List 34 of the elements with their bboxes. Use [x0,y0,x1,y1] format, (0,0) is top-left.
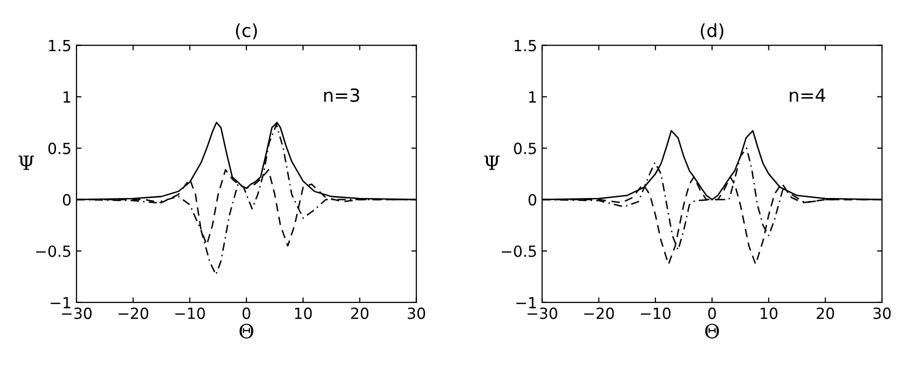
x-tick-label: −10 [175,308,205,320]
y-tick-label: 1.5 [49,40,70,52]
x-tick-label: 20 [816,308,834,320]
x-tick-label: −20 [584,308,614,320]
y-tick-label: 1 [529,91,536,103]
x-tick-label: −10 [640,308,671,320]
x-tick-label: 30 [873,308,891,320]
y-tick-label: −0.5 [36,245,70,258]
y-tick-label: 1.5 [514,40,536,52]
x-tick-label: 30 [408,308,426,320]
y-tick-label: 0 [62,194,71,206]
x-tick-label: 0 [708,308,716,320]
x-axis-title: Θ [240,324,254,338]
x-tick-label: −20 [118,308,148,320]
y-tick-label: −1 [50,297,70,308]
chart-title: (c) [236,23,257,40]
x-tick-label: 10 [760,308,778,320]
annotation: n=3 [324,88,360,102]
y-tick-label: 0 [528,194,536,206]
chart-title: (d) [700,23,724,40]
x-tick-label: 0 [242,308,250,320]
x-tick-label: −30 [528,308,558,320]
y-axis-title: Ψ [484,156,500,170]
y-axis-title: Ψ [18,156,34,170]
y-tick-label: −1 [516,297,536,308]
annotation: n=4 [790,88,826,102]
x-tick-label: 20 [351,308,368,320]
x-tick-label: 10 [295,308,312,320]
y-tick-label: 0.5 [48,142,70,154]
y-tick-label: −0.5 [502,245,536,258]
y-tick-label: 1 [64,91,70,103]
x-axis-title: Θ [705,324,719,338]
x-tick-label: −30 [62,308,92,320]
y-tick-label: 0.5 [514,142,536,154]
